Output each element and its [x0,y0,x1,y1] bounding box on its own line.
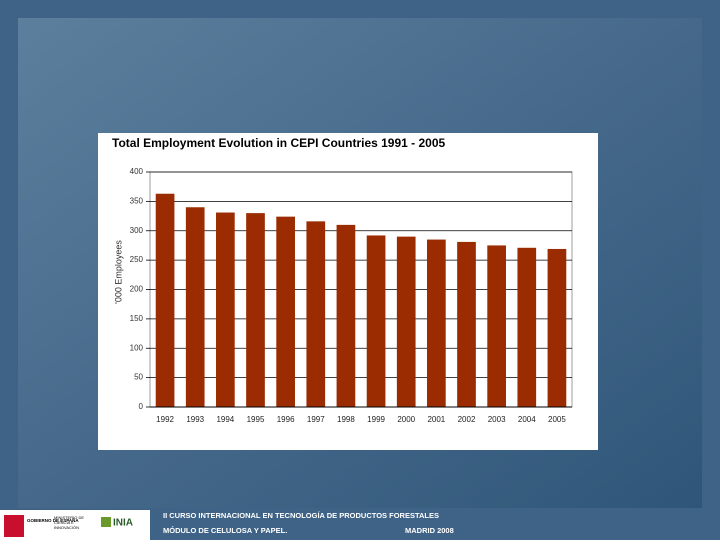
y-tick-label: 400 [130,167,144,176]
y-tick-label: 300 [130,226,144,235]
y-tick-label: 250 [130,255,144,264]
bar [427,239,446,407]
x-tick-label: 2000 [397,415,415,424]
y-axis-label: '000 Employees [113,240,123,304]
bar [336,224,356,407]
x-tick-label: 2001 [427,415,445,424]
logo-gov: GOBIERNO DE ESPAÑA [27,517,79,523]
x-tick-label: 1994 [216,415,234,424]
x-tick-label: 1998 [337,415,355,424]
x-tick-label: 2002 [458,415,476,424]
bar [216,212,235,407]
y-tick-label: 100 [130,343,144,352]
logo-ministry-box: MINISTERIO DE CIENCIA E INNOVACIÓN [54,515,85,530]
y-tick-label: 350 [130,196,144,205]
bar [366,235,386,407]
x-tick-label: 1996 [277,415,295,424]
bar [457,241,476,407]
y-tick-label: 200 [130,285,144,294]
x-tick-label: 1993 [186,415,204,424]
y-tick-label: 50 [134,373,143,382]
bar [396,236,416,407]
x-tick-label: 2003 [488,415,506,424]
x-tick-label: 2005 [548,415,566,424]
footer-place: MADRID 2008 [405,526,454,535]
bar [547,248,567,407]
x-tick-label: 1992 [156,415,174,424]
x-tick-label: 1999 [367,415,385,424]
bar [276,216,295,407]
chart-title: Total Employment Evolution in CEPI Count… [112,136,446,150]
logo-ministry: MINISTERIO DE CIENCIA E INNOVACIÓN [54,515,85,530]
y-tick-label: 150 [130,314,144,323]
x-tick-label: 1997 [307,415,325,424]
bar [246,213,265,407]
footer-module: MÓDULO DE CELULOSA Y PAPEL. [163,526,287,535]
bar [185,207,205,407]
x-tick-label: 1995 [247,415,265,424]
bar [155,193,175,407]
y-tick-label: 0 [139,402,144,411]
bar [306,221,326,407]
x-tick-label: 2004 [518,415,536,424]
bar [487,245,506,407]
coat-of-arms [4,515,24,537]
bar [517,247,537,407]
logo-strip [0,510,150,540]
footer-course: II CURSO INTERNACIONAL EN TECNOLOGÍA DE … [163,511,439,520]
inia-icon [101,517,111,527]
logo-inia: INIA [113,518,133,529]
